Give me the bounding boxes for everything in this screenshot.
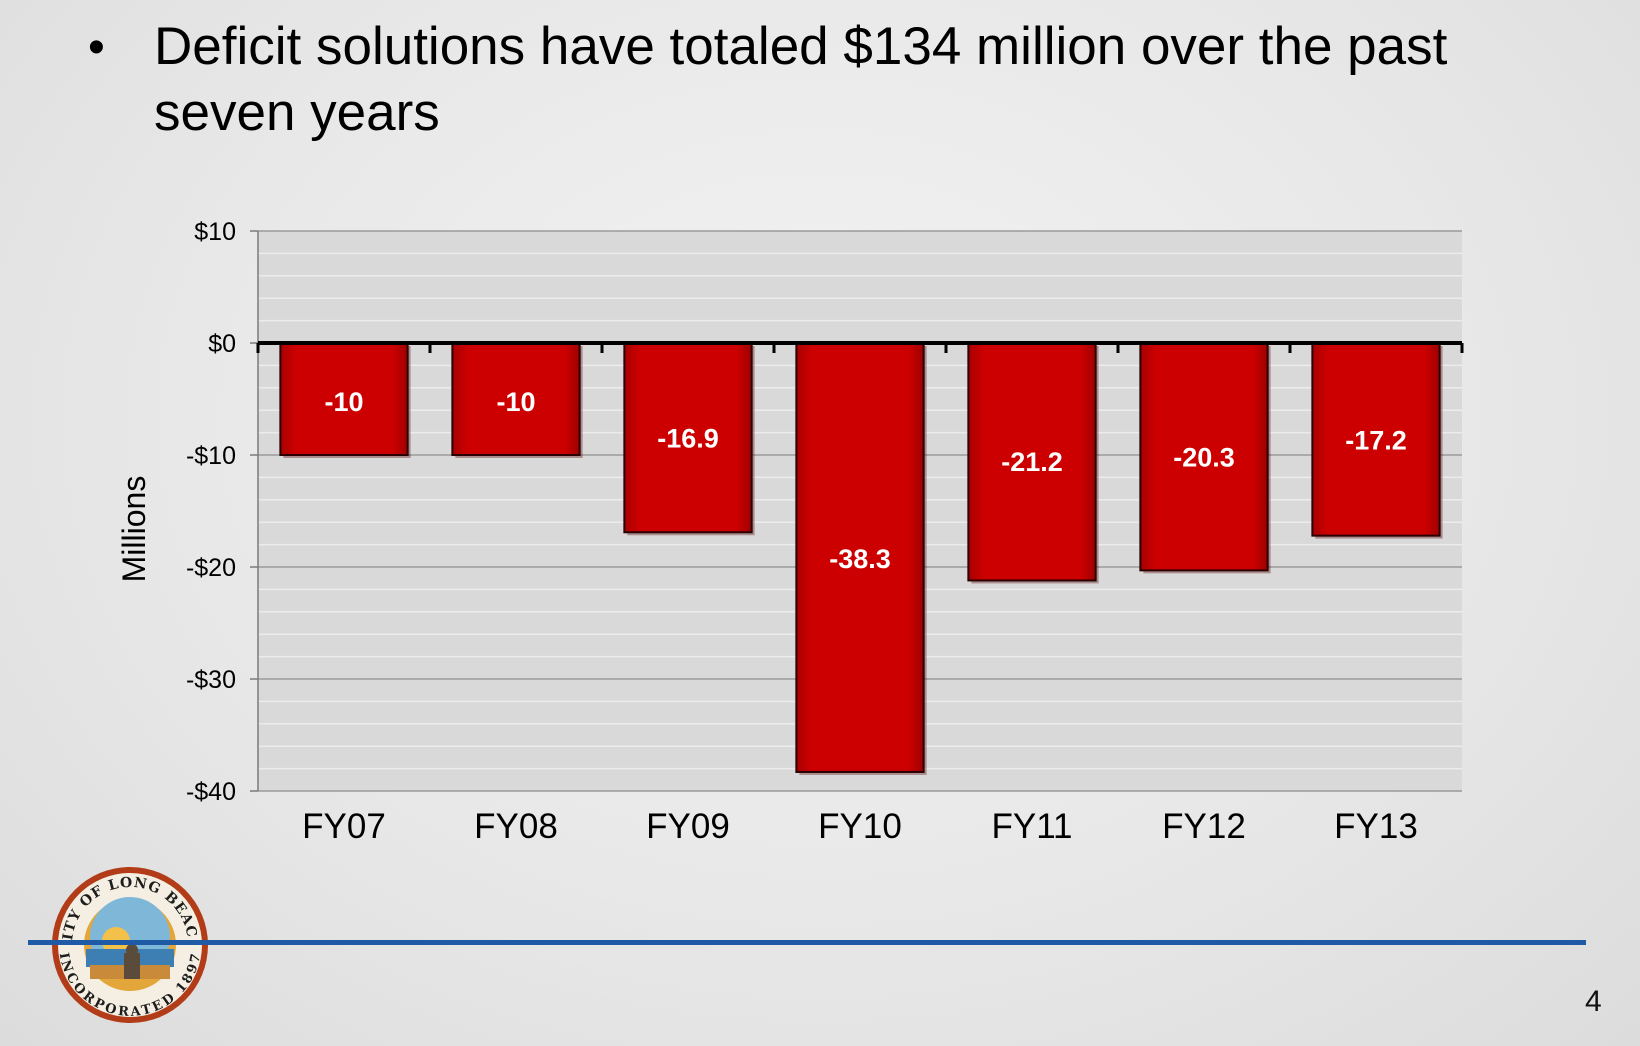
data-label: -38.3 [829, 544, 891, 574]
x-tick-label: FY08 [474, 807, 558, 846]
bar-fy11 [967, 342, 1097, 582]
slide-bullet-text: Deficit solutions have totaled $134 mill… [154, 17, 1448, 142]
bullet-item: • Deficit solutions have totaled $134 mi… [88, 14, 1568, 146]
y-tick-label: -$10 [186, 442, 236, 470]
y-tick-label: -$20 [186, 554, 236, 582]
city-seal-logo: CITY OF LONG BEACH INCORPORATED 1897 [50, 865, 208, 1023]
page-number: 4 [1585, 985, 1602, 1018]
y-tick-label: -$40 [186, 778, 236, 806]
y-tick-label: $10 [194, 218, 236, 246]
x-tick-label: FY10 [818, 807, 902, 846]
bar-fy07 [279, 342, 409, 456]
footer-rule [28, 940, 1586, 945]
data-label: -17.2 [1345, 425, 1407, 455]
data-label: -10 [496, 387, 535, 417]
bullet-marker: • [88, 21, 105, 74]
y-tick-label: -$30 [186, 666, 236, 694]
x-tick-label: FY11 [991, 807, 1072, 846]
bar-fy08 [451, 342, 581, 456]
data-label: -21.2 [1001, 447, 1063, 477]
bar-fy12 [1139, 342, 1269, 572]
data-label: -16.9 [657, 424, 719, 454]
x-tick-label: FY09 [646, 807, 730, 846]
x-tick-label: FY12 [1162, 807, 1246, 846]
x-tick-label: FY07 [302, 807, 386, 846]
data-label: -20.3 [1173, 443, 1235, 473]
x-tick-label: FY13 [1334, 807, 1418, 846]
y-axis-title: Millions [116, 476, 152, 583]
data-label: -10 [324, 387, 363, 417]
y-tick-label: $0 [208, 330, 236, 358]
bar-fy10 [795, 342, 925, 773]
